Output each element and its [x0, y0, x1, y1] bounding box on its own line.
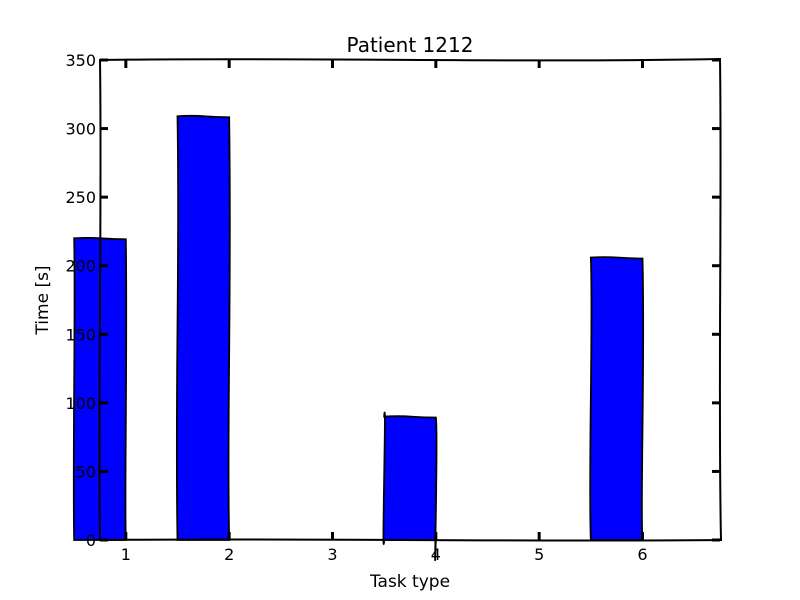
- chart-title: Patient 1212: [347, 33, 474, 57]
- x-axis-label: Task type: [369, 572, 450, 592]
- x-tick-label-5: 5: [534, 545, 544, 564]
- y-tick-label-350: 350: [65, 51, 96, 70]
- bar-2: [175, 114, 231, 541]
- y-tick-label-200: 200: [65, 257, 96, 276]
- x-tick-label-6: 6: [637, 545, 647, 564]
- plot-frame: [98, 57, 723, 542]
- bar-4: [382, 411, 438, 562]
- y-tick-label-250: 250: [65, 188, 96, 207]
- x-tick-label-2: 2: [224, 545, 234, 564]
- x-tick-label-3: 3: [327, 545, 337, 564]
- y-tick-label-150: 150: [65, 325, 96, 344]
- y-tick-label-300: 300: [65, 120, 96, 139]
- bars-group: [72, 114, 645, 562]
- ticks-group: 1 2 3 4 5 6 0 50 100 150 200 250 300 350: [65, 51, 720, 564]
- y-axis-label: Time [s]: [33, 265, 53, 335]
- x-tick-label-4: 4: [431, 545, 441, 564]
- bar-6: [589, 256, 645, 541]
- y-tick-label-0: 0: [86, 531, 96, 550]
- y-tick-label-100: 100: [65, 394, 96, 413]
- y-tick-label-50: 50: [76, 462, 96, 481]
- x-tick-label-1: 1: [121, 545, 131, 564]
